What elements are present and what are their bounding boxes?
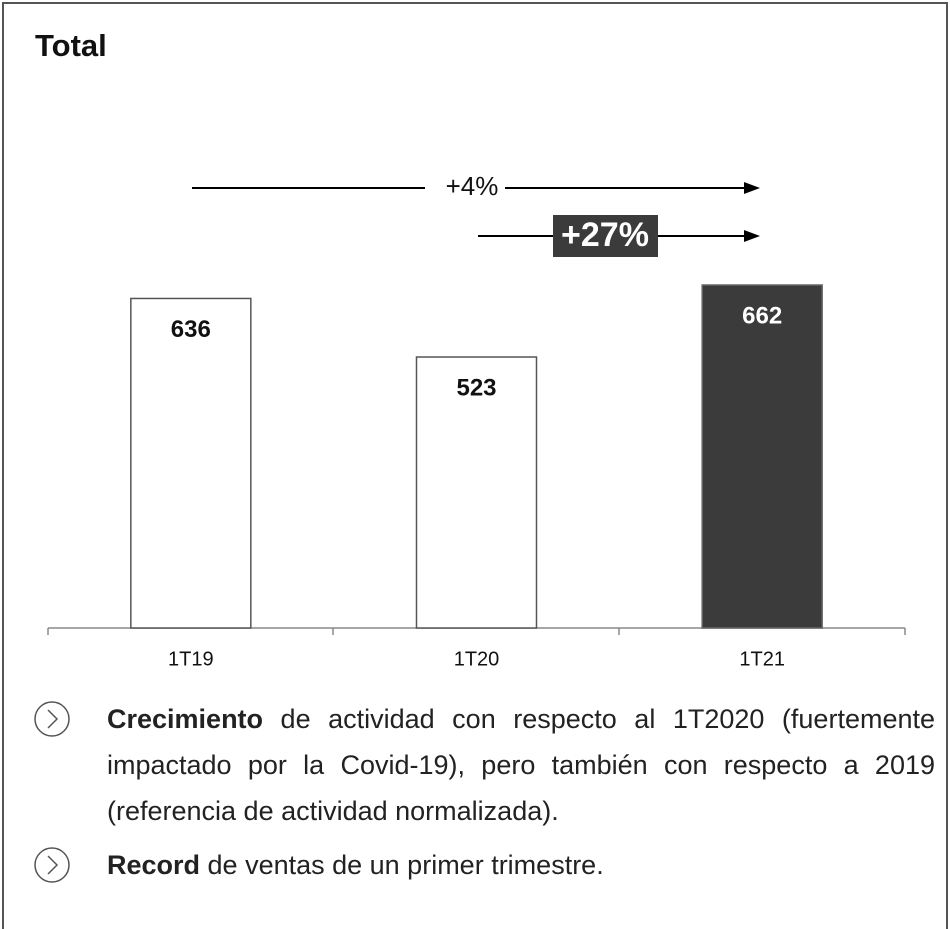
value-label: 662 bbox=[742, 302, 782, 329]
bullet-bold: Crecimiento bbox=[107, 704, 264, 734]
bullet-text: Record de ventas de un primer trimestre. bbox=[107, 842, 935, 888]
value-label: 523 bbox=[456, 374, 496, 401]
bar bbox=[130, 297, 252, 629]
bullet-chevron bbox=[47, 709, 59, 729]
label-bg bbox=[553, 215, 658, 257]
value-label: 636 bbox=[171, 316, 211, 343]
annotation: +4% bbox=[446, 171, 499, 201]
x-tick-label: 1T19 bbox=[168, 648, 214, 670]
bullet-chevron bbox=[47, 855, 59, 875]
bullet-body: de ventas de un primer trimestre. bbox=[200, 850, 604, 880]
bullet-text: Crecimiento de actividad con respecto al… bbox=[107, 696, 935, 834]
arrow-head bbox=[744, 182, 760, 194]
label-bg bbox=[425, 170, 505, 206]
axis-ticks bbox=[47, 628, 906, 635]
bullet-icon bbox=[34, 701, 70, 737]
bar bbox=[701, 284, 823, 629]
x-tick-label: 1T20 bbox=[454, 648, 500, 670]
bullet-bold: Record bbox=[107, 850, 201, 880]
bullet-icon bbox=[34, 847, 70, 883]
bullet-body: de actividad con respecto al 1T2020 (fue… bbox=[107, 704, 935, 826]
bar bbox=[415, 356, 538, 629]
arrow-head bbox=[744, 230, 760, 242]
chart-title: Total bbox=[35, 28, 107, 63]
annotation: +27% bbox=[561, 216, 649, 254]
x-tick-label: 1T21 bbox=[739, 648, 785, 670]
